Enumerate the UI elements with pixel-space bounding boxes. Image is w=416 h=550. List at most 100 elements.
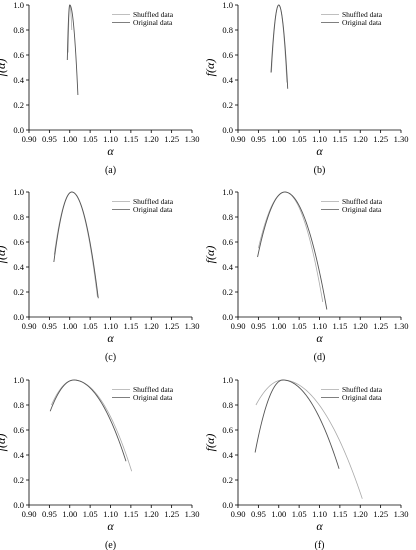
x-tick-label: 1.20: [144, 321, 159, 331]
x-tick-label: 1.00: [62, 321, 77, 331]
x-tick-label: 1.00: [62, 509, 77, 519]
x-tick-label: 0.90: [231, 321, 246, 331]
legend-label: Original data: [342, 18, 382, 27]
panel-label: (c): [105, 352, 116, 363]
y-axis-label: f(α): [0, 246, 8, 264]
panel-d: 0.90 0.95 1.00 1.05 1.10 1.15 1.20 1.25 1.30 0.0 0…: [203, 187, 408, 363]
x-tick-label: 0.90: [22, 134, 37, 144]
y-tick-label: 0.8: [13, 212, 24, 222]
y-tick-label: 1.0: [13, 375, 24, 385]
y-tick-label: 0.2: [222, 287, 233, 297]
y-tick-label: 0.8: [222, 400, 233, 410]
x-axis-label: α: [107, 331, 114, 345]
y-tick-label: 0.0: [13, 312, 24, 322]
series-original-line: [66, 4, 79, 96]
y-tick-label: 0.2: [13, 100, 24, 110]
panel-e: 0.90 0.95 1.00 1.05 1.10 1.15 1.20 1.25 1.30 0.0 0…: [0, 375, 199, 550]
y-tick-label: 0.2: [222, 100, 233, 110]
y-tick-label: 0.0: [222, 500, 233, 510]
y-axis-label: f(α): [203, 246, 217, 264]
x-tick-label: 1.10: [312, 509, 327, 519]
series-original-line: [270, 4, 289, 89]
series-shuffled-line: [255, 379, 363, 499]
x-tick-label: 0.95: [251, 134, 266, 144]
y-tick-label: 0.6: [222, 237, 233, 247]
x-tick-label: 1.15: [332, 509, 347, 519]
y-tick-label: 0.2: [13, 475, 24, 485]
series-shuffled-line: [51, 379, 133, 472]
x-tick-label: 0.95: [42, 134, 57, 144]
legend-label: Shuffled data: [342, 10, 383, 19]
y-axis-label: f(α): [203, 434, 217, 452]
y-tick-label: 0.0: [222, 312, 233, 322]
panel-label: (e): [105, 540, 116, 550]
y-tick-label: 0.2: [222, 475, 233, 485]
y-tick-label: 0.2: [13, 287, 24, 297]
x-axis-label: α: [107, 144, 114, 158]
x-tick-label: 1.05: [83, 321, 98, 331]
x-tick-label: 1.20: [353, 134, 368, 144]
y-tick-label: 0.6: [13, 237, 24, 247]
panel-label: (d): [314, 352, 326, 363]
y-tick-label: 0.0: [13, 500, 24, 510]
x-tick-label: 1.15: [123, 509, 138, 519]
y-tick-label: 0.0: [222, 125, 233, 135]
x-tick-label: 1.10: [103, 134, 118, 144]
series-original-line: [49, 379, 127, 462]
y-axis-label: f(α): [0, 434, 8, 452]
x-tick-label: 1.05: [292, 134, 307, 144]
y-tick-label: 1.0: [13, 0, 24, 10]
legend-label: Shuffled data: [133, 197, 174, 206]
x-tick-label: 1.00: [271, 321, 286, 331]
x-tick-label: 0.90: [231, 509, 246, 519]
x-tick-label: 1.05: [83, 134, 98, 144]
x-tick-label: 1.20: [144, 134, 159, 144]
y-tick-label: 0.8: [13, 25, 24, 35]
x-axis-label: α: [316, 331, 323, 345]
series-shuffled-line: [257, 191, 324, 303]
x-tick-label: 1.10: [103, 509, 118, 519]
x-tick-label: 1.20: [353, 509, 368, 519]
legend-label: Original data: [342, 393, 382, 402]
y-tick-label: 0.8: [13, 400, 24, 410]
x-tick-label: 0.90: [22, 509, 37, 519]
x-tick-label: 0.95: [42, 509, 57, 519]
x-tick-label: 1.15: [332, 321, 347, 331]
y-tick-label: 0.8: [222, 212, 233, 222]
x-tick-label: 1.15: [332, 134, 347, 144]
panel-a: 0.90 0.95 1.00 1.05 1.10 1.15 1.20 1.25 1.30 0.0 0…: [0, 0, 199, 176]
legend-label: Original data: [133, 18, 173, 27]
x-tick-label: 1.15: [123, 321, 138, 331]
legend-label: Shuffled data: [342, 197, 383, 206]
y-tick-label: 0.0: [13, 125, 24, 135]
y-tick-label: 0.4: [13, 75, 24, 85]
x-tick-label: 0.90: [22, 321, 37, 331]
legend-label: Original data: [133, 393, 173, 402]
x-tick-label: 1.30: [185, 321, 200, 331]
x-tick-label: 1.05: [292, 509, 307, 519]
y-tick-label: 1.0: [13, 187, 24, 197]
series-original-line: [53, 191, 99, 299]
legend-label: Shuffled data: [133, 10, 174, 19]
legend-label: Shuffled data: [133, 385, 174, 394]
x-axis-label: α: [316, 519, 323, 533]
x-tick-label: 0.95: [42, 321, 57, 331]
series-shuffled-line: [53, 191, 98, 298]
y-tick-label: 1.0: [222, 187, 233, 197]
y-tick-label: 0.4: [222, 75, 233, 85]
x-tick-label: 1.30: [394, 509, 409, 519]
x-tick-label: 1.30: [394, 134, 409, 144]
x-tick-label: 0.95: [251, 321, 266, 331]
x-tick-label: 1.30: [185, 134, 200, 144]
x-tick-label: 1.20: [353, 321, 368, 331]
x-tick-label: 0.90: [231, 134, 246, 144]
legend-label: Original data: [342, 205, 382, 214]
legend-label: Original data: [133, 205, 173, 214]
y-axis-label: f(α): [203, 59, 217, 77]
y-tick-label: 0.6: [222, 425, 233, 435]
x-axis-label: α: [316, 144, 323, 158]
x-tick-label: 1.00: [271, 509, 286, 519]
series-original-line: [257, 191, 328, 310]
y-tick-label: 0.4: [13, 262, 24, 272]
